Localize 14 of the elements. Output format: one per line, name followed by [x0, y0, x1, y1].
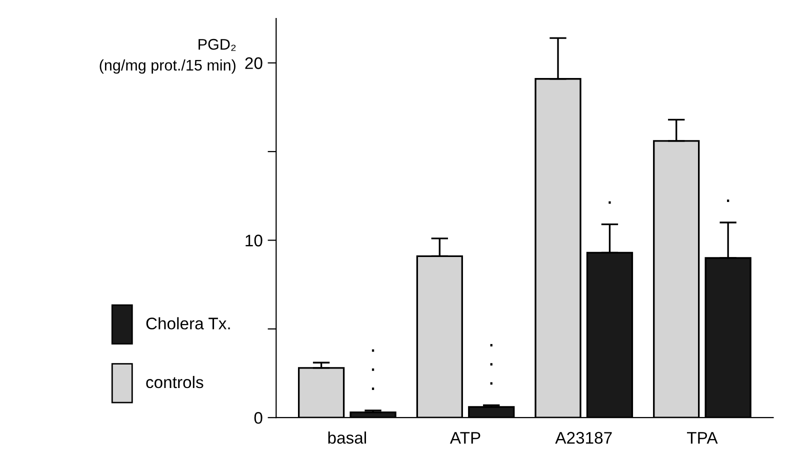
y-tick-label: 0 [254, 412, 262, 424]
annotation: · [727, 200, 730, 202]
annotation: · [608, 201, 611, 204]
y-axis-title: PGD₂ (ng/mg prot./15 min) [100, 38, 236, 74]
x-tick-label: ATP [450, 432, 480, 444]
y-tick-label: 20 [245, 57, 262, 70]
x-tick-label: basal [328, 431, 366, 444]
legend-label: controls [146, 376, 204, 388]
annotation: · · · [490, 344, 492, 385]
y-tick-label: 10 [246, 234, 262, 246]
x-tick-label: A23187 [555, 432, 612, 444]
annotation: · · · [372, 349, 374, 390]
legend-label: Cholera Tx. [146, 317, 230, 330]
x-tick-label: TPA [686, 432, 718, 444]
